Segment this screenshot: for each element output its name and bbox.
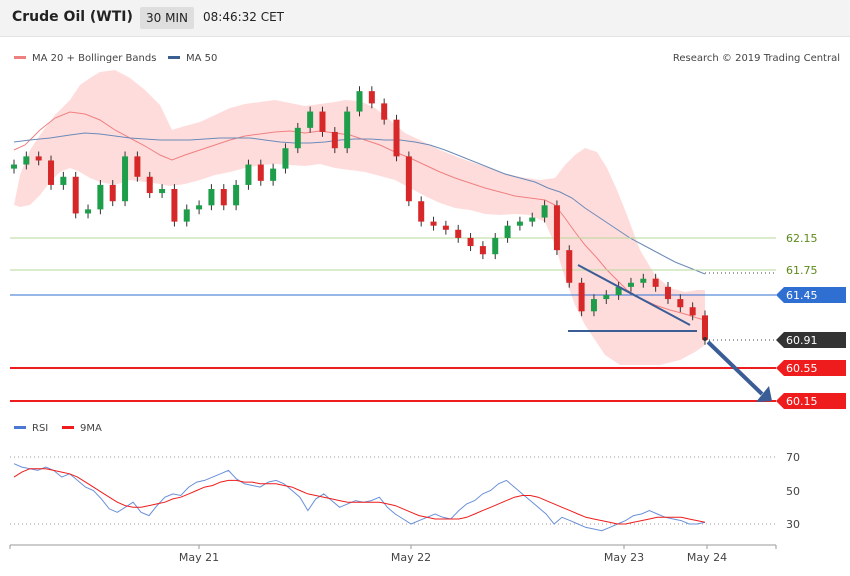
- candle-body: [368, 91, 375, 104]
- candle-body: [578, 282, 585, 312]
- candle-body: [418, 201, 425, 222]
- candle-body: [72, 176, 79, 214]
- ma50-line: [13, 132, 706, 275]
- candle-body: [492, 237, 499, 255]
- candle-body: [97, 184, 104, 210]
- candle-body: [196, 205, 203, 210]
- candle-body: [233, 184, 240, 206]
- candle-body: [344, 111, 351, 149]
- candle-body: [442, 225, 449, 230]
- rsi-legend-label: RSI: [32, 423, 48, 434]
- header-time: 08:46:32 CET: [203, 10, 284, 24]
- candle-body: [146, 176, 153, 194]
- candle-body: [122, 156, 129, 202]
- candle-body: [393, 119, 400, 157]
- candle-body: [282, 148, 289, 169]
- candle-body: [702, 315, 708, 340]
- candle-body: [504, 225, 511, 238]
- x-tick-may21: May 21: [179, 551, 219, 564]
- rsi-line: [13, 463, 706, 532]
- candle-body: [430, 221, 437, 226]
- last-price-tag: [776, 332, 846, 348]
- candle-body: [677, 299, 684, 308]
- ma20-legend-swatch: [14, 56, 26, 59]
- candle-body: [627, 282, 634, 287]
- candle-body: [405, 156, 412, 202]
- bollinger-band: [14, 70, 705, 365]
- candle-body: [171, 189, 178, 222]
- candle-body: [615, 286, 622, 295]
- forecast-arrow-shaft: [706, 340, 764, 396]
- candle-body: [60, 176, 67, 185]
- ma9-legend-label: 9MA: [80, 423, 102, 434]
- falling-trendline: [577, 264, 691, 326]
- timeframe-badge[interactable]: 30 MIN: [140, 7, 194, 29]
- copyright-text: Research © 2019 Trading Central: [673, 53, 840, 64]
- candle-body: [590, 299, 597, 312]
- rsi-legend-swatch: [14, 426, 26, 429]
- instrument-title: Crude Oil (WTI): [12, 9, 133, 25]
- candle-body: [220, 189, 227, 206]
- candle-body: [270, 168, 277, 181]
- candle-body: [294, 127, 301, 149]
- level-label-60-55: 60.55: [786, 362, 818, 375]
- candle-body: [48, 160, 55, 185]
- level-tag-61-45: [776, 287, 846, 303]
- candle-body: [35, 156, 42, 161]
- level-tag-60-15: [776, 393, 846, 409]
- candle-body: [331, 131, 338, 149]
- last-price-label: 60.91: [786, 334, 818, 347]
- candle-body: [319, 111, 326, 132]
- candle-body: [356, 91, 363, 112]
- candle-body: [541, 205, 548, 218]
- ma50-legend-swatch: [168, 56, 180, 59]
- x-tick-may22: May 22: [391, 551, 431, 564]
- ma9-line: [13, 468, 706, 525]
- forecast-arrow-icon: [756, 386, 772, 402]
- candle-body: [307, 111, 314, 128]
- candle-body: [664, 286, 671, 300]
- candle-body: [689, 307, 696, 316]
- candle-body: [467, 237, 474, 247]
- candle-body: [479, 246, 486, 255]
- candle-body: [603, 295, 610, 300]
- candle-body: [640, 278, 647, 283]
- level-label-61-75: 61.75: [786, 264, 818, 277]
- candle-body: [516, 221, 523, 226]
- candle-body: [134, 156, 141, 177]
- rsi-tick-50: 50: [786, 485, 800, 498]
- candle-body: [109, 184, 116, 202]
- candle-body: [23, 156, 30, 165]
- x-tick-may23: May 23: [604, 551, 644, 564]
- candle-body: [11, 164, 17, 169]
- candle-body: [183, 209, 190, 222]
- candle-body: [245, 164, 252, 185]
- candle-body: [529, 217, 536, 222]
- candle-body: [257, 164, 264, 181]
- ma20-line: [13, 111, 706, 321]
- ma50-legend-label: MA 50: [186, 53, 217, 64]
- candlesticks: [11, 86, 708, 345]
- rsi-tick-70: 70: [786, 451, 800, 464]
- x-tick-may24: May 24: [687, 551, 727, 564]
- level-label-62-15: 62.15: [786, 232, 818, 245]
- candle-body: [208, 189, 215, 206]
- last-price-dot: [703, 337, 707, 342]
- candle-body: [85, 209, 92, 214]
- candle-body: [566, 250, 573, 283]
- rsi-tick-30: 30: [786, 518, 800, 531]
- candle-body: [553, 205, 560, 251]
- candle-body: [455, 229, 462, 238]
- level-label-61-45: 61.45: [786, 289, 818, 302]
- level-tag-60-55: [776, 360, 846, 376]
- candle-body: [159, 189, 166, 194]
- level-label-60-15: 60.15: [786, 395, 818, 408]
- ma20-legend-label: MA 20 + Bollinger Bands: [32, 53, 156, 64]
- ma9-legend-swatch: [62, 426, 74, 429]
- candle-body: [652, 278, 659, 287]
- chart-header: Crude Oil (WTI) 30 MIN 08:46:32 CET: [0, 0, 850, 37]
- candle-body: [381, 103, 388, 120]
